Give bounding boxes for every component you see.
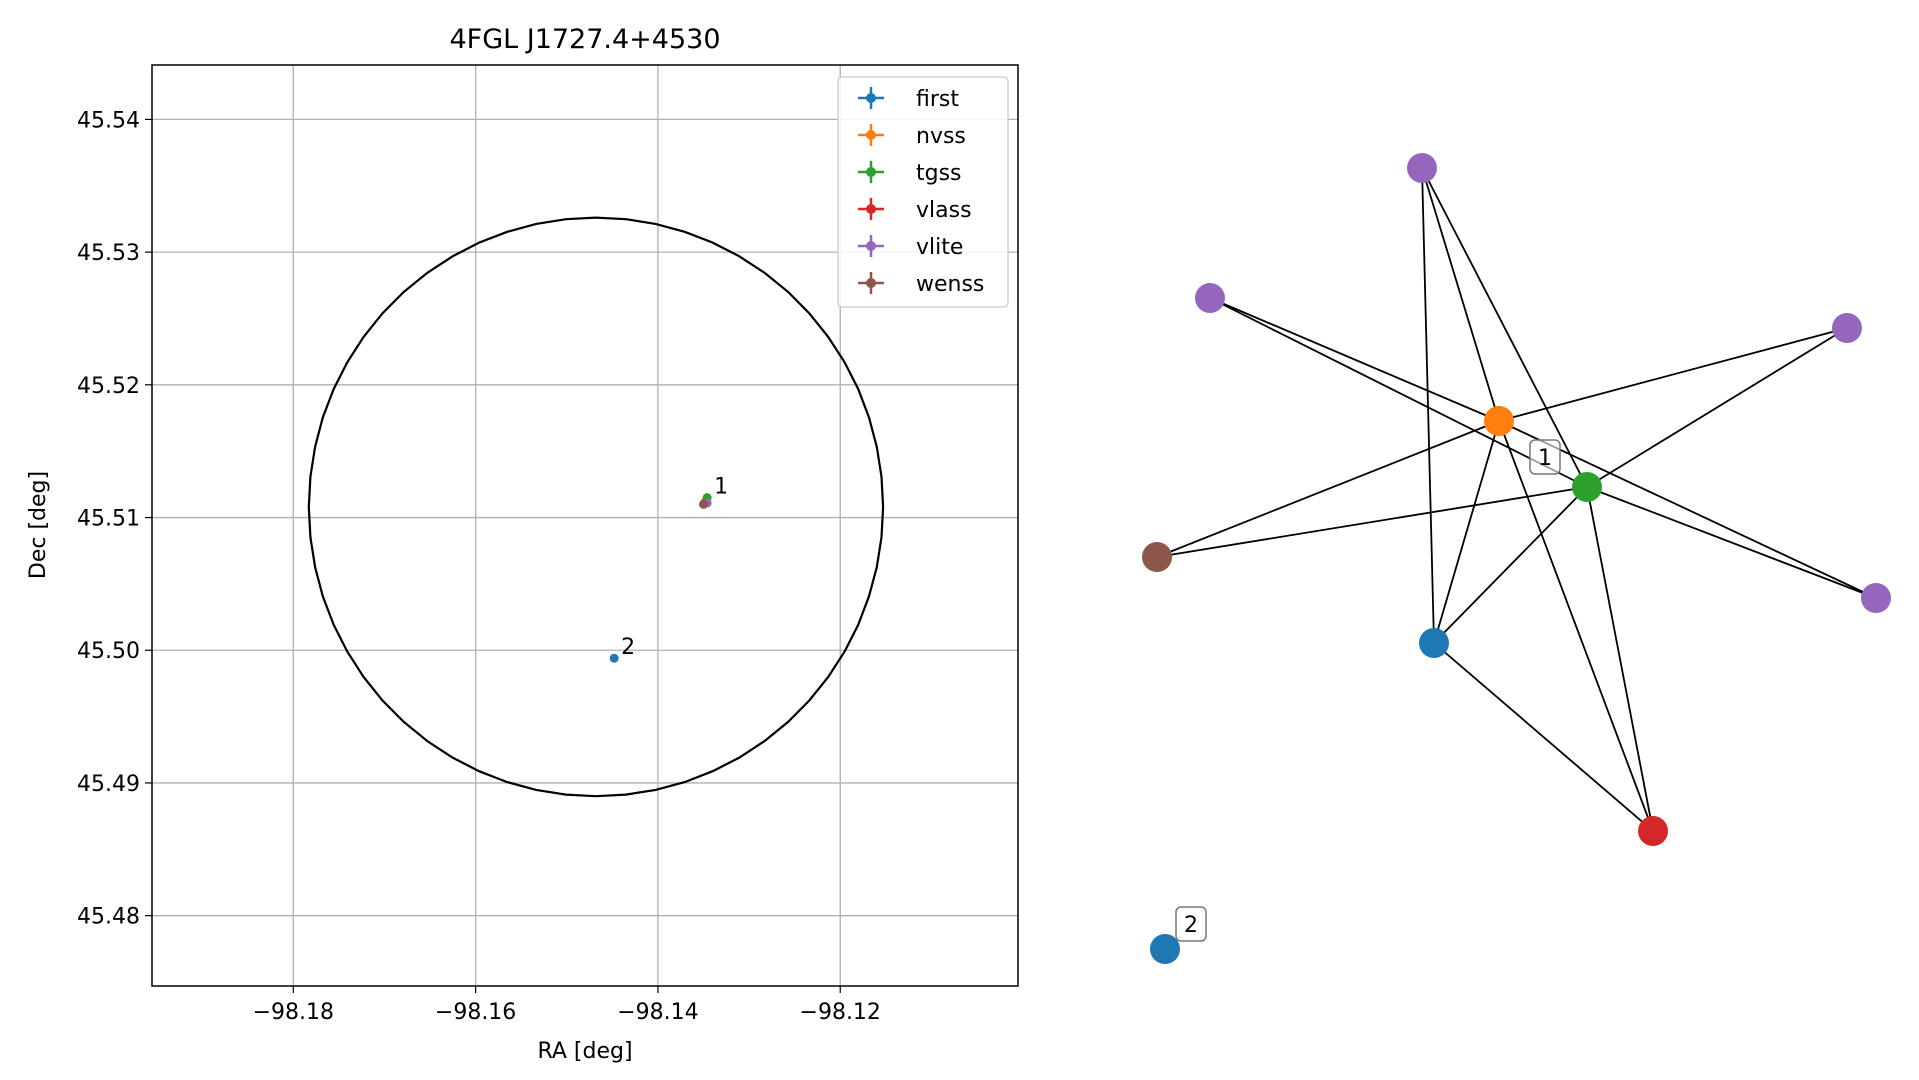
network-edge xyxy=(1156,486,1588,558)
legend-marker-dot xyxy=(866,93,876,103)
point-annotations: 12 xyxy=(621,475,728,661)
node-vlass xyxy=(1638,816,1668,846)
y-tick-label: 45.49 xyxy=(77,772,140,797)
network-edge xyxy=(1586,486,1654,832)
y-tick-label: 45.50 xyxy=(77,639,140,664)
node-wenss xyxy=(1142,542,1172,572)
network-edge xyxy=(1586,327,1848,488)
y-tick-label: 45.51 xyxy=(77,507,140,532)
legend-marker-dot xyxy=(866,167,876,177)
cluster-label-box xyxy=(1175,906,1207,942)
point-wenss xyxy=(699,499,709,509)
network-edge xyxy=(1209,297,1588,488)
node-vlite-d xyxy=(1861,583,1891,613)
network-edge xyxy=(1433,486,1588,644)
legend-label-tgss: tgss xyxy=(916,161,962,186)
legend-marker-dot xyxy=(866,241,876,251)
legend-marker-dot xyxy=(866,130,876,140)
legend-label-nvss: nvss xyxy=(916,124,966,149)
cross-match-network: 12 xyxy=(1142,153,1891,964)
x-tick-label: −98.14 xyxy=(617,1000,698,1025)
node-vlite-c xyxy=(1832,313,1862,343)
node-nvss xyxy=(1484,406,1514,436)
network-edge xyxy=(1586,486,1877,599)
network-edge xyxy=(1433,642,1654,832)
y-axis-label: Dec [deg] xyxy=(26,471,51,579)
sky-position-plot: 12 −98.18 −98.16 −98.14 −98.12 45.4845.4945… xyxy=(26,24,1019,1064)
cluster-label: 2 xyxy=(1184,913,1198,938)
source-points xyxy=(609,493,712,663)
y-tick-label: 45.53 xyxy=(77,241,140,266)
legend-label-wenss: wenss xyxy=(916,272,984,297)
node-vlite-a xyxy=(1195,283,1225,313)
y-axis-ticks: 45.48 45.49 45.50 45.51 45.52 45.53 45.54 xyxy=(77,108,152,930)
network-edge xyxy=(1498,420,1877,599)
point-annotation: 1 xyxy=(714,475,728,500)
node-tgss xyxy=(1572,472,1602,502)
legend-label-first: first xyxy=(916,87,959,112)
localization-ellipse xyxy=(307,216,885,798)
network-edge xyxy=(1498,327,1848,422)
node-first-1 xyxy=(1419,628,1449,658)
x-tick-label: −98.16 xyxy=(435,1000,516,1025)
y-tick-label: 45.52 xyxy=(77,374,140,399)
network-edge xyxy=(1209,297,1500,422)
cluster-label-box xyxy=(1529,439,1561,475)
network-edge xyxy=(1421,167,1435,644)
x-tick-label: −98.12 xyxy=(800,1000,881,1025)
chart-title: 4FGL J1727.4+4530 xyxy=(449,24,720,55)
node-vlite-b xyxy=(1407,153,1437,183)
network-edge xyxy=(1156,420,1500,558)
network-edge xyxy=(1421,167,1500,422)
legend-marker-dot xyxy=(866,204,876,214)
cluster-labels: 12 xyxy=(1175,439,1561,942)
network-edges xyxy=(1156,167,1877,832)
legend-label-vlite: vlite xyxy=(916,235,963,260)
network-edge xyxy=(1433,420,1500,644)
legend-label-vlass: vlass xyxy=(916,198,972,223)
y-tick-label: 45.48 xyxy=(77,905,140,930)
legend-marker-dot xyxy=(866,278,876,288)
x-axis-ticks: −98.18 −98.16 −98.14 −98.12 xyxy=(253,986,881,1025)
network-edge xyxy=(1421,167,1588,488)
x-axis-label: RA [deg] xyxy=(537,1039,632,1064)
point-annotation: 2 xyxy=(621,635,635,660)
cluster-label: 1 xyxy=(1538,446,1552,471)
legend: first nvss tgss vlass vlite wenss xyxy=(837,76,1009,308)
legend-entries: first nvss tgss vlass vlite wenss xyxy=(858,87,984,297)
plot-frame xyxy=(151,64,1019,987)
y-tick-label: 45.54 xyxy=(77,108,140,133)
node-first-2 xyxy=(1150,934,1180,964)
network-edge xyxy=(1498,420,1654,832)
point-first xyxy=(609,653,619,663)
network-nodes xyxy=(1142,153,1891,964)
x-tick-label: −98.18 xyxy=(253,1000,334,1025)
